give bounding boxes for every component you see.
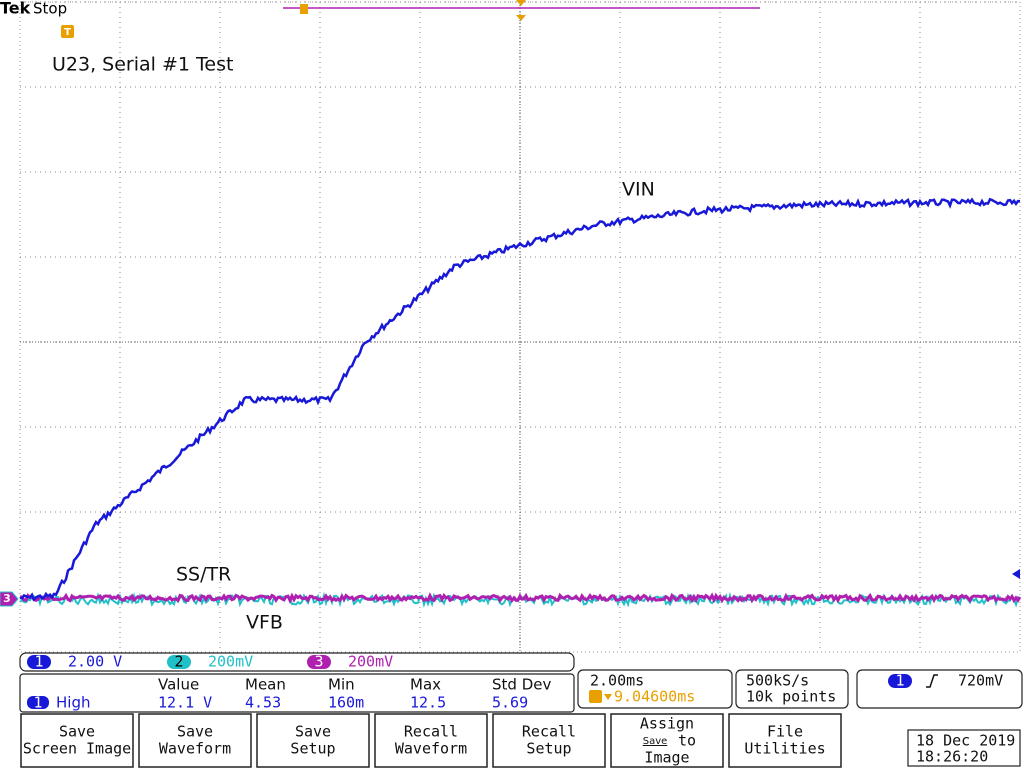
meas-column-value: 12.5 xyxy=(410,694,446,712)
channel-number: 3 xyxy=(314,653,323,671)
annotation-vin: VIN xyxy=(622,179,655,201)
meas-column-name: Max xyxy=(410,676,441,694)
menu-button-icon[interactable]: Save xyxy=(643,736,668,747)
meas-column-value: 160m xyxy=(328,694,364,712)
menu-button-frame[interactable] xyxy=(20,713,134,768)
menu-button-line[interactable]: Recall xyxy=(404,723,458,741)
menu-button-line[interactable]: Waveform xyxy=(395,740,467,758)
trigger-marker xyxy=(61,25,74,38)
menu-button-line[interactable]: Utilities xyxy=(744,740,825,758)
channel-badge xyxy=(167,655,191,669)
annotation-vfb: VFB xyxy=(246,612,283,634)
menu-button-line[interactable]: Image xyxy=(644,749,689,767)
channel-number: 2 xyxy=(174,653,183,671)
channel-scale: 2.00 V xyxy=(68,653,122,671)
channel-scale: 200mV xyxy=(348,653,393,671)
menu-button-line[interactable]: File xyxy=(767,723,803,741)
trigger-marker-label: T xyxy=(64,27,71,38)
menu-button-line[interactable]: Setup xyxy=(526,740,571,758)
trace-marker xyxy=(0,591,19,607)
brand: Tek xyxy=(0,0,31,18)
menu-button-frame[interactable] xyxy=(138,713,252,768)
timebase-position: 9.04600ms xyxy=(614,688,695,706)
menu-button-line[interactable]: Save xyxy=(59,723,95,741)
meas-column-name: Std Dev xyxy=(492,676,551,694)
trigger-level: 720mV xyxy=(958,672,1003,690)
trace-marker-label: 3 xyxy=(3,592,11,605)
menu-button-line[interactable]: Screen Image xyxy=(23,740,131,758)
annotation-title: U23, Serial #1 Test xyxy=(52,54,233,76)
trigger-slope xyxy=(926,674,938,688)
record-marker xyxy=(300,4,308,14)
trigger-channel-badge xyxy=(888,674,912,688)
menu-button-frame[interactable] xyxy=(610,713,724,768)
channel-badge xyxy=(27,655,51,669)
timebase-scale: 2.00ms xyxy=(590,672,644,690)
trigger-channel: 1 xyxy=(895,672,904,690)
menu-button-frame[interactable] xyxy=(728,713,842,768)
menu-button-frame[interactable] xyxy=(374,713,488,768)
meas-column-name: Min xyxy=(328,676,355,694)
vin-trace xyxy=(19,197,1021,602)
acquisition-panel xyxy=(735,669,849,709)
acq-rate: 500kS/s xyxy=(746,672,809,690)
menu-button-line[interactable]: Waveform xyxy=(159,740,231,758)
channel-badge xyxy=(307,655,331,669)
annotation-sstr: SS/TR xyxy=(176,564,231,586)
trigger-level-marker xyxy=(1012,569,1020,579)
measurement-panel xyxy=(19,673,575,713)
menu-button-line[interactable]: to xyxy=(678,732,696,750)
acq-length: 10k points xyxy=(746,688,836,706)
time: 18:26:20 xyxy=(916,748,988,766)
menu-button-line[interactable]: Recall xyxy=(522,723,576,741)
menu-button-line[interactable]: Save xyxy=(177,723,213,741)
timebase-panel xyxy=(577,669,733,709)
datetime-panel xyxy=(907,729,1021,767)
meas-channel-badge xyxy=(27,696,49,709)
menu-button-frame[interactable] xyxy=(256,713,370,768)
trigger-icon xyxy=(589,690,602,703)
meas-column-value: 4.53 xyxy=(245,694,281,712)
meas-column-value: 12.1 V xyxy=(158,694,212,712)
sstr-trace xyxy=(19,592,1022,604)
channel-scale: 200mV xyxy=(208,653,253,671)
meas-column-name: Mean xyxy=(245,676,286,694)
trigger-arrow xyxy=(604,694,612,700)
status: Stop xyxy=(33,0,67,18)
menu-button-line[interactable]: Setup xyxy=(290,740,335,758)
menu-button-line[interactable]: Assign xyxy=(640,715,694,733)
trigger-pos xyxy=(516,15,526,21)
channel-number: 1 xyxy=(34,653,43,671)
menu-button-frame[interactable] xyxy=(492,713,606,768)
menu-button-line[interactable]: Save xyxy=(295,723,331,741)
trigger-pos-top xyxy=(516,0,526,6)
date: 18 Dec 2019 xyxy=(916,732,1015,750)
meas-column-name: Value xyxy=(158,676,199,694)
graticule xyxy=(19,1,1021,653)
meas-column-value: 5.69 xyxy=(492,694,528,712)
meas-label: High xyxy=(56,694,90,712)
channel-bar xyxy=(19,652,575,672)
meas-channel: 1 xyxy=(33,694,42,712)
